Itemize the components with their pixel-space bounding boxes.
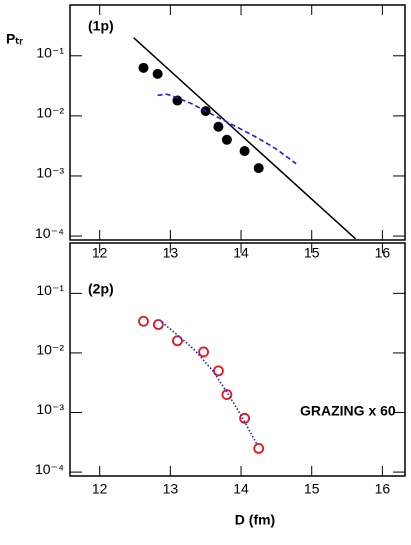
annotation: (2p)	[88, 281, 114, 297]
y-tick-label: 10⁻¹	[36, 44, 64, 60]
y-tick-label: 10⁻²	[36, 105, 64, 121]
curve	[161, 321, 258, 445]
x-tick-label: 16	[375, 481, 391, 497]
y-tick-label: 10⁻³	[36, 165, 64, 181]
data-point	[253, 442, 265, 454]
x-axis-title: D (fm)	[235, 512, 275, 528]
data-point	[221, 134, 232, 145]
data-point	[239, 412, 250, 424]
data-point	[138, 62, 149, 73]
y-tick-label: 10⁻²	[36, 342, 64, 358]
data-point	[239, 146, 250, 157]
data-point	[152, 319, 164, 330]
curve	[133, 37, 357, 240]
data-point	[198, 346, 209, 358]
x-tick-label: 13	[163, 481, 179, 497]
y-tick-label: 10⁻¹	[36, 282, 64, 298]
x-tick-label: 15	[304, 481, 320, 497]
curve	[157, 93, 297, 165]
data-point	[221, 389, 233, 400]
data-point	[138, 315, 149, 327]
x-tick-label: 12	[92, 481, 108, 497]
annotation: (1p)	[88, 18, 114, 34]
data-point	[213, 121, 224, 132]
data-point	[213, 365, 224, 377]
data-point	[152, 68, 163, 79]
y-tick-label: 10⁻³	[36, 401, 64, 417]
data-point	[172, 95, 183, 106]
data-point	[172, 335, 183, 347]
y-axis-title: Pₜᵣ	[6, 31, 23, 47]
plot-frame	[69, 4, 406, 241]
y-tick-label: 10⁻⁴	[35, 461, 64, 477]
y-tick-label: 10⁻⁴	[35, 225, 64, 241]
data-point	[253, 163, 264, 174]
plot-frame	[69, 242, 406, 477]
x-tick-label: 14	[233, 481, 249, 497]
annotation: GRAZING x 60	[300, 403, 396, 419]
